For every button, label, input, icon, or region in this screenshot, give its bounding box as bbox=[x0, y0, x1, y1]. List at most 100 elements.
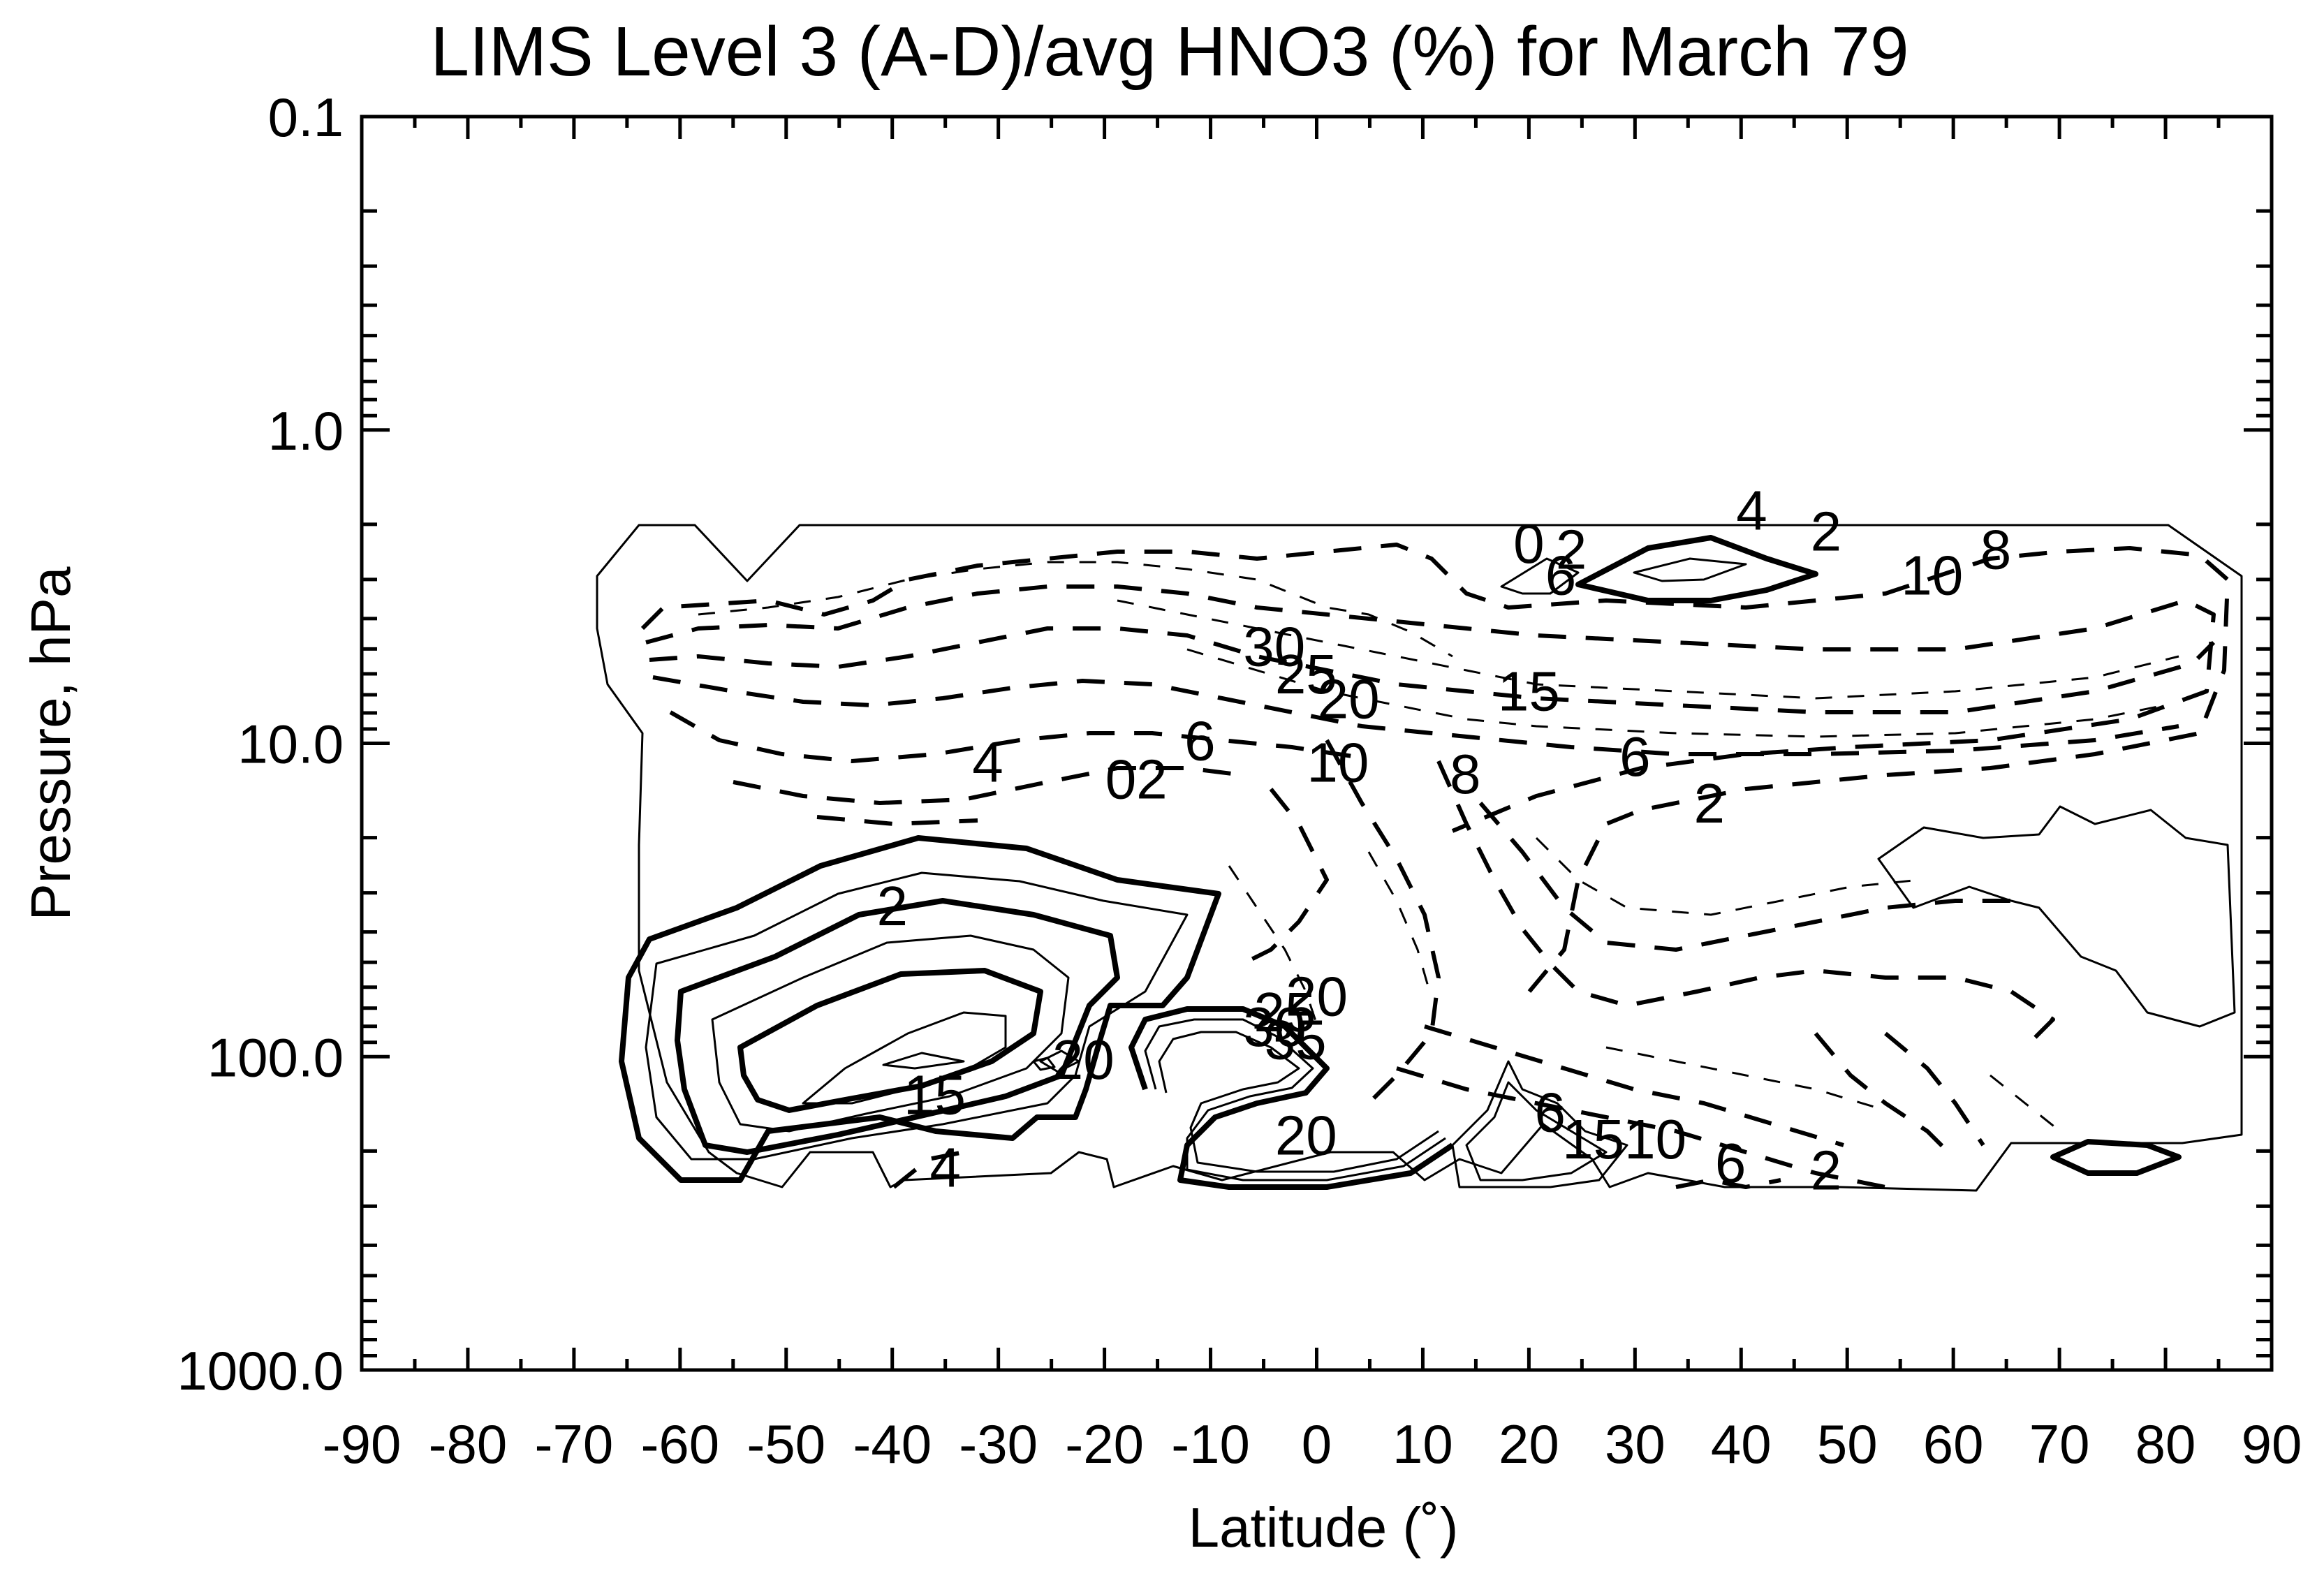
x-tick-label: 30 bbox=[1605, 1413, 1665, 1475]
contour-line-8 bbox=[711, 934, 1070, 1133]
contour-line-neg-d bbox=[1478, 802, 2025, 952]
x-tick-label: 0 bbox=[1302, 1413, 1332, 1475]
contour-line-neg-6 bbox=[649, 626, 2216, 714]
contour-label: 2 bbox=[1811, 1140, 1842, 1202]
contour-label: 35 bbox=[1265, 1008, 1327, 1070]
contour-label: 20 bbox=[1052, 1029, 1115, 1091]
x-axis-tick-labels: -90 -80 -70 -60 -50 -40 -30 -20 -10 0 10 20 30 40 50 60… bbox=[323, 1413, 2302, 1475]
contour-line-neg-4 bbox=[645, 584, 2216, 833]
contour-line-neg-thin-3 bbox=[1186, 648, 2165, 738]
contour-line-neg-thin-1 bbox=[698, 561, 1453, 658]
contour-line-neg-10 bbox=[669, 710, 1362, 763]
contour-line-top-lens-2 bbox=[1633, 557, 1747, 582]
contour-line-neg-thin-8 bbox=[1990, 1074, 2061, 1133]
contour-line-neg-f bbox=[1424, 1024, 1844, 1147]
x-tick-label: 70 bbox=[2029, 1413, 2090, 1475]
contour-line-15 bbox=[802, 1011, 1007, 1105]
contour-label: 20 bbox=[1286, 965, 1348, 1027]
contour-line-neg-h bbox=[1884, 1031, 1985, 1147]
contour-line-neg-2 bbox=[640, 543, 2230, 993]
x-tick-label: 60 bbox=[1923, 1413, 1984, 1475]
contour-label: 6 bbox=[1619, 726, 1651, 788]
contour-line-ring-3 bbox=[1158, 1031, 1439, 1173]
contour-label: 8 bbox=[1980, 518, 2012, 580]
contour-line-10 bbox=[737, 968, 1043, 1113]
x-tick-label: 10 bbox=[1392, 1413, 1453, 1475]
contour-line-neg-15 bbox=[733, 766, 1244, 805]
y-tick-label: 100.0 bbox=[207, 1026, 344, 1088]
contour-label: 30 bbox=[1243, 996, 1305, 1058]
y-tick-label: 1000.0 bbox=[177, 1340, 344, 1401]
y-axis-tick-labels: 0.1 1.0 10.0 100.0 1000.0 bbox=[177, 87, 344, 1401]
contour-label: 2 bbox=[1811, 500, 1842, 562]
y-tick-label: 1.0 bbox=[268, 400, 344, 462]
contour-label: 20 bbox=[1318, 668, 1380, 730]
contour-label: 25 bbox=[1253, 981, 1316, 1043]
contour-line-ring-2 bbox=[1144, 1018, 1446, 1181]
contour-line-top-lens bbox=[1575, 535, 1818, 603]
contour-label: 02 bbox=[1105, 749, 1168, 811]
contour-label: 6 bbox=[1184, 710, 1216, 772]
y-tick-label: 10.0 bbox=[237, 714, 344, 775]
contour-label: 10 bbox=[1901, 544, 1963, 606]
contour-label: 25 bbox=[1275, 643, 1337, 705]
chart-title: LIMS Level 3 (A-D)/avg HNO3 (%) for Marc… bbox=[430, 13, 1909, 91]
contour-label: 15 bbox=[904, 1063, 966, 1126]
x-axis-label: Latitude (˚) bbox=[1189, 1496, 1459, 1559]
contour-line-neg-g bbox=[1814, 1032, 1957, 1161]
negative-contours bbox=[640, 543, 2230, 1189]
x-tick-label: 80 bbox=[2135, 1413, 2196, 1475]
contour-line-neg-thin-4 bbox=[1228, 865, 1321, 1034]
x-tick-label: 20 bbox=[1499, 1413, 1559, 1475]
contour-line-neg-i bbox=[892, 1150, 964, 1189]
contour-line-north-wedge-2 bbox=[1465, 1081, 1608, 1181]
contour-line-4 bbox=[645, 871, 1189, 1161]
contour-line-neg-8 bbox=[652, 675, 2179, 756]
contour-label: 6 bbox=[1535, 1081, 1566, 1143]
contour-label: 6 bbox=[1545, 544, 1577, 606]
y-axis-ticks bbox=[362, 115, 2272, 1357]
contour-line-neg-a bbox=[1242, 788, 1329, 966]
x-tick-label: -70 bbox=[535, 1413, 614, 1475]
contour-line-neg-b bbox=[1325, 739, 1441, 1105]
contour-line-neg-e bbox=[1396, 1066, 1886, 1189]
contour-label: 0 bbox=[1513, 513, 1545, 575]
contour-label: 2 bbox=[876, 875, 908, 937]
contour-label: 1510 bbox=[1562, 1108, 1686, 1170]
contour-line-zero bbox=[596, 524, 2243, 1192]
contour-label: 15 bbox=[1498, 660, 1560, 722]
contour-line-neg-j bbox=[1675, 1178, 1781, 1189]
x-tick-label: 50 bbox=[1817, 1413, 1878, 1475]
contour-line-neg-20 bbox=[816, 815, 978, 826]
x-tick-label: 40 bbox=[1711, 1413, 1772, 1475]
contour-label: 4 bbox=[1736, 479, 1767, 541]
contour-line-neg-thin-7 bbox=[1605, 1046, 1886, 1112]
negative-contours-thin bbox=[698, 561, 2179, 1133]
contour-line-neg-thin-5 bbox=[1367, 851, 1433, 999]
contour-line-small-diamond bbox=[1039, 1050, 1080, 1073]
contour-line-neg-c bbox=[1436, 760, 2055, 1050]
contour-lines bbox=[596, 524, 2243, 1192]
x-tick-label: -90 bbox=[323, 1413, 402, 1475]
x-tick-label: -10 bbox=[1171, 1413, 1250, 1475]
y-axis-label: Pressure, hPa bbox=[20, 566, 82, 920]
contour-label: 8 bbox=[1450, 743, 1481, 805]
x-axis-ticks bbox=[360, 117, 2274, 1370]
contour-label: 20 bbox=[1275, 1105, 1337, 1167]
x-tick-label: -60 bbox=[640, 1413, 719, 1475]
contour-line-north-wedge bbox=[1451, 1060, 1628, 1188]
contour-label: 4 bbox=[929, 1136, 961, 1198]
contour-line-20 bbox=[882, 1052, 965, 1070]
contour-line-top-lens-3 bbox=[1500, 557, 1580, 595]
x-tick-label: -30 bbox=[959, 1413, 1038, 1475]
contour-label: 6 bbox=[1715, 1132, 1746, 1194]
contour-label: 30 bbox=[1243, 615, 1305, 677]
x-tick-label: -50 bbox=[747, 1413, 825, 1475]
contour-label: 2 bbox=[1693, 772, 1725, 834]
contour-line-6 bbox=[675, 898, 1120, 1155]
contour-line-ring-1 bbox=[1128, 1006, 1455, 1190]
contour-line-neg-thin-2 bbox=[1117, 599, 2179, 700]
contour-label: 2 bbox=[1556, 518, 1587, 580]
